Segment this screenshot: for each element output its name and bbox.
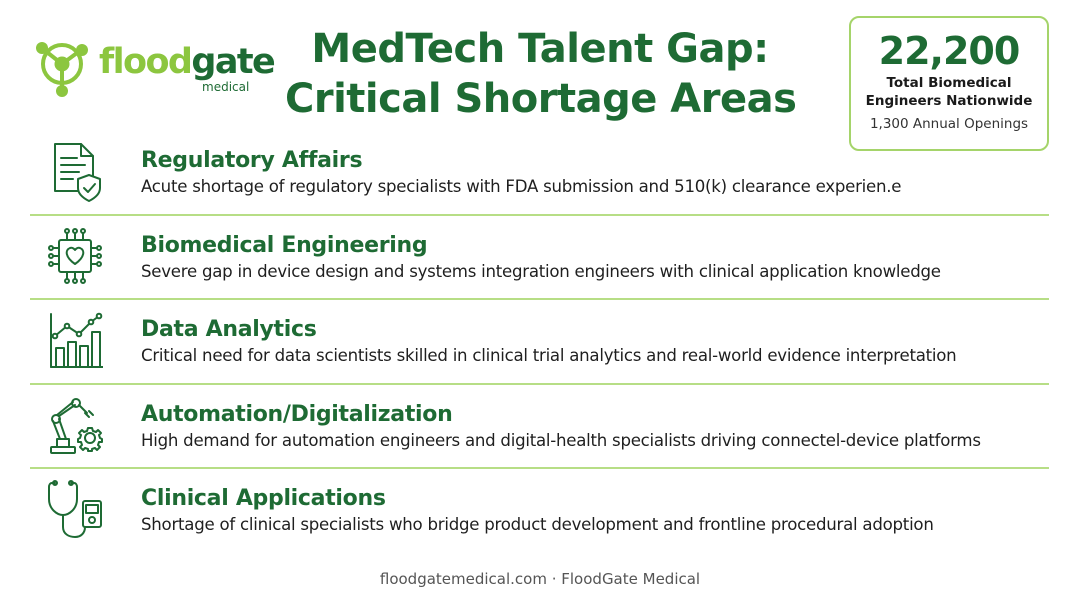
stat-value: 22,200 [878,29,1021,73]
area-description: Shortage of clinical specialists who bri… [141,515,934,534]
molecule-logo-icon [36,42,88,97]
area-title: Biomedical Engineering [141,232,428,258]
area-description: High demand for automation engineers and… [141,430,981,450]
area-description: Critical need for data scientists skille… [141,346,957,365]
bar-chart-icon [47,310,106,372]
shortage-areas-list: Regulatory Affairs Acute shortage of reg… [30,131,1049,554]
area-row-regulatory: Regulatory Affairs Acute shortage of reg… [30,131,1049,216]
engineer-stat-card: 22,200 Total Biomedical Engineers Nation… [849,16,1049,151]
area-description: Severe gap in device design and systems … [141,261,941,281]
area-title: Regulatory Affairs [141,148,363,173]
logo-wordmark: floodgate [99,42,276,82]
area-description: Acute shortage of regulatory specialists… [141,177,902,196]
title-line-2: Critical Shortage Areas [285,76,797,122]
title-line-1: MedTech Talent Gap: [311,26,769,72]
footer-credit: floodgatemedical.com · FloodGate Medical [379,570,701,588]
area-title: Automation/Digitalization [141,401,453,427]
area-row-data-analytics: Data Analytics Critical need for data sc… [30,300,1049,385]
stat-label-line-2: Engineers Nationwide [865,93,1033,109]
page-title: MedTech Talent Gap: Critical Shortage Ar… [285,24,797,124]
area-row-clinical: Clinical Applications Shortage of clinic… [30,469,1049,554]
stethoscope-device-icon [47,479,103,541]
logo-subtitle: medical [202,80,250,94]
area-title: Clinical Applications [141,486,386,511]
floodgate-logo: floodgate medical [30,36,276,98]
robot-arm-gear-icon [47,395,103,457]
document-shield-icon [47,141,103,203]
stat-openings: 1,300 Annual Openings [869,116,1029,132]
area-title: Data Analytics [141,317,317,342]
area-row-biomedical: Biomedical Engineering Severe gap in dev… [30,216,1049,300]
area-row-automation: Automation/Digitalization High demand fo… [30,385,1049,469]
chip-heart-icon [47,226,103,288]
stat-label-line-1: Total Biomedical [886,75,1012,91]
